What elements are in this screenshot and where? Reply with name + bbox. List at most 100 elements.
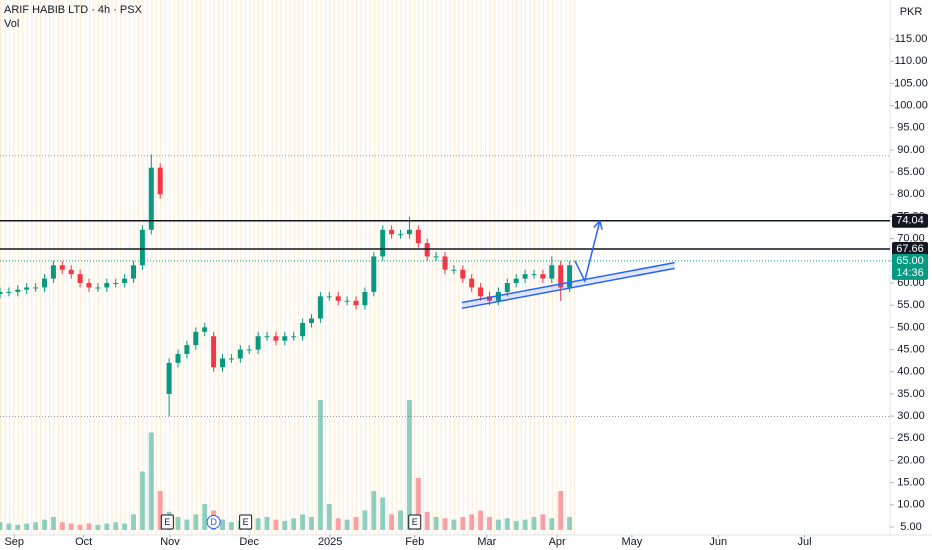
x-tick-label: May xyxy=(622,536,643,548)
projection-arrow xyxy=(574,220,601,283)
volume-bar xyxy=(567,517,573,530)
candle-body xyxy=(148,167,154,230)
y-tick-label: 25.00 xyxy=(897,432,925,444)
volume-bar xyxy=(220,519,225,530)
y-tick-label: 40.00 xyxy=(897,366,925,378)
volume-bar xyxy=(540,514,546,530)
channel-lower xyxy=(461,267,675,310)
candle-body xyxy=(273,336,279,341)
level-label-bg xyxy=(892,213,928,228)
candle-body xyxy=(362,291,368,306)
volume-bar xyxy=(309,517,314,530)
volume-bar xyxy=(42,519,47,530)
candle-body xyxy=(300,322,306,337)
candle-body xyxy=(104,283,110,288)
candle-body xyxy=(0,291,3,295)
volume-bar xyxy=(68,523,74,530)
volume-bar xyxy=(148,432,154,530)
level-label: 67.66 xyxy=(896,243,924,255)
candle-body xyxy=(380,229,386,257)
x-tick-label: Jul xyxy=(798,536,812,548)
candle-body xyxy=(166,362,172,394)
event-label: D xyxy=(210,517,217,527)
candle-body xyxy=(68,269,74,275)
volume-bar xyxy=(460,517,466,530)
y-tick-label: 10.00 xyxy=(897,499,925,511)
volume-bar xyxy=(291,518,297,530)
y-tick-label: 115.00 xyxy=(895,33,928,45)
candle-body xyxy=(531,274,537,276)
y-tick-label: 105.00 xyxy=(894,77,928,89)
volume-bar xyxy=(442,518,448,530)
x-tick-label: Apr xyxy=(549,536,566,548)
candle-body xyxy=(460,269,466,279)
volume-bar xyxy=(77,524,83,530)
candle-body xyxy=(264,336,270,338)
x-tick-label: Sep xyxy=(4,536,24,548)
volume-bar xyxy=(531,517,537,530)
volume-bar xyxy=(122,523,128,530)
volume-bar xyxy=(33,522,39,530)
x-tick-label: Jun xyxy=(709,536,727,548)
candle-body xyxy=(184,345,190,355)
candle-body xyxy=(389,229,395,235)
candle-body xyxy=(353,300,359,306)
volume-bar xyxy=(104,523,110,530)
level-label: 74.04 xyxy=(896,215,924,227)
candle-body xyxy=(335,296,341,301)
candle-body xyxy=(469,278,475,288)
volume-bar xyxy=(273,519,279,530)
candle-body xyxy=(77,274,83,284)
channel-fill xyxy=(461,262,675,309)
volume-bar xyxy=(478,510,484,530)
candle-body xyxy=(50,265,56,279)
volume-bar xyxy=(371,491,377,530)
volume-bar xyxy=(59,522,65,530)
volume-bar xyxy=(504,518,510,530)
y-tick-label: 95.00 xyxy=(897,122,925,134)
candle-body xyxy=(540,274,546,279)
y-tick-label: 20.00 xyxy=(897,454,925,466)
volume-bar xyxy=(86,523,92,530)
volume-bar xyxy=(255,518,261,530)
volume-bar xyxy=(326,504,332,530)
x-tick-label: Mar xyxy=(477,536,496,548)
earnings-marker xyxy=(160,514,174,530)
currency: PKR xyxy=(900,6,923,18)
candle-body xyxy=(255,336,261,350)
volume-bar xyxy=(6,523,12,530)
volume-bar xyxy=(380,497,386,530)
event-label: E xyxy=(164,517,170,527)
volume-bar xyxy=(95,524,101,530)
volume-bar xyxy=(15,524,21,530)
volume-bar xyxy=(362,510,368,530)
last-price-bg xyxy=(892,253,928,280)
candle-body xyxy=(282,336,288,341)
volume-bar xyxy=(282,520,288,530)
candle-body xyxy=(558,265,564,288)
y-tick-label: 90.00 xyxy=(897,144,925,156)
candle-body xyxy=(442,256,448,270)
candle-body xyxy=(398,234,403,236)
candle-body xyxy=(95,287,101,289)
last-price-label: 65.00 xyxy=(896,255,924,267)
candle-body xyxy=(157,167,163,195)
volume-bar xyxy=(335,518,341,530)
volume-bar xyxy=(451,519,457,530)
candle-body xyxy=(211,336,217,368)
volume-bar xyxy=(513,520,519,530)
dividend-marker xyxy=(206,515,221,529)
candle-body xyxy=(478,287,484,297)
volume-bar xyxy=(549,518,555,530)
level-label-bg xyxy=(892,242,928,257)
y-tick-label: 80.00 xyxy=(897,188,925,200)
arrow-head xyxy=(593,219,603,230)
candle-body xyxy=(59,265,65,270)
candle-body xyxy=(309,318,314,323)
volume-bar xyxy=(522,519,528,530)
volume-bar xyxy=(406,400,412,530)
candle-body xyxy=(237,349,243,359)
y-tick-label: 100.00 xyxy=(894,99,928,111)
volume-bar xyxy=(300,514,306,530)
volume-bar xyxy=(157,491,163,530)
